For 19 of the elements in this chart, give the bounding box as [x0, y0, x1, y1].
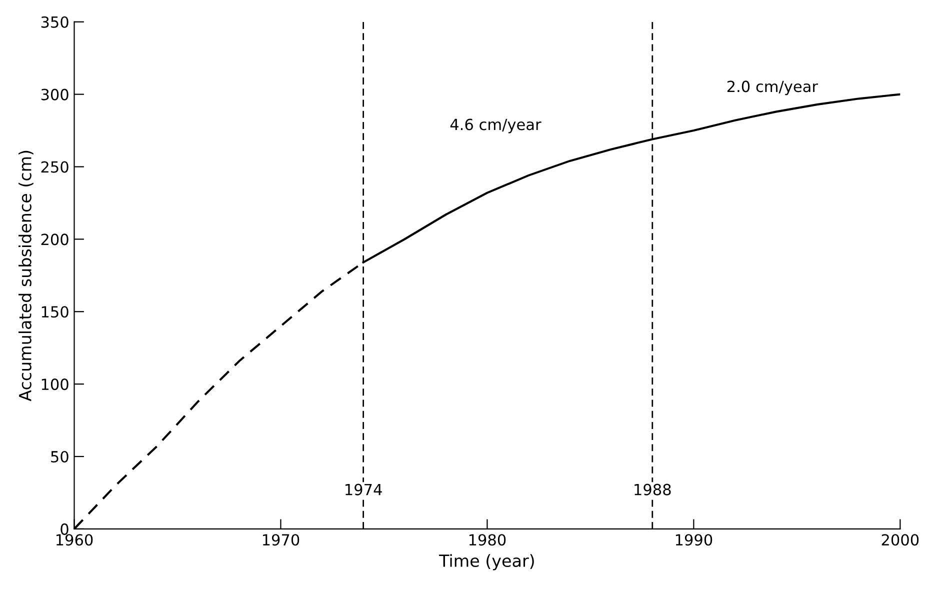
x-tick-label: 1980 [469, 534, 506, 546]
y-tick-label: 100 [42, 378, 68, 390]
annotation: 2.0 cm/year [727, 80, 818, 96]
y-tick-label: 150 [42, 306, 68, 318]
y-tick-label: 350 [41, 16, 68, 28]
x-tick-label: 1970 [262, 534, 300, 546]
y-tick-label: 200 [41, 234, 68, 246]
x-tick-label: 1990 [676, 534, 712, 546]
y-axis-title: Accumulated subsidence (cm) [18, 150, 34, 402]
x-axis-title: Time (year) [439, 554, 534, 570]
y-tick-label: 0 [60, 523, 68, 535]
annotation: 4.6 cm/year [450, 118, 542, 134]
x-tick-label: 1960 [56, 534, 93, 546]
y-tick-label: 50 [51, 450, 68, 463]
x-tick-label: 2000 [882, 534, 919, 546]
y-tick-label: 300 [41, 88, 68, 100]
y-tick-label: 250 [41, 161, 68, 173]
ref-line-label: 1988 [634, 484, 671, 496]
ref-line-label: 1974 [346, 484, 382, 496]
